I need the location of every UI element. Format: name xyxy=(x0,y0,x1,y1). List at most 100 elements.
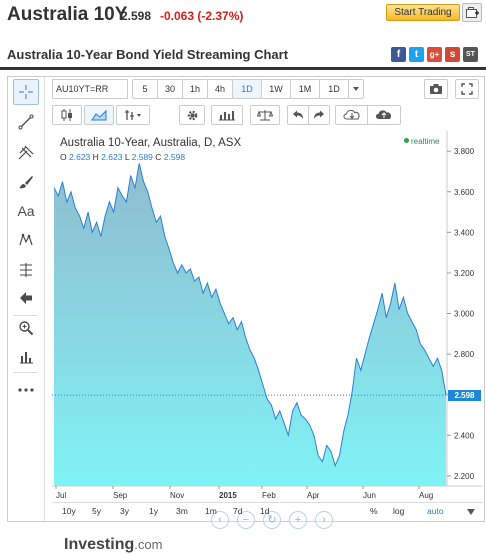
stocktwits-share-button[interactable]: ST xyxy=(463,47,478,62)
interval-1h-button[interactable]: 1h xyxy=(182,79,208,99)
plus-icon: + xyxy=(294,514,302,526)
candlestick-icon xyxy=(61,109,72,121)
snapshot-button[interactable] xyxy=(424,79,448,99)
auto-scale-toggle[interactable]: auto xyxy=(427,506,444,516)
google-plus-share-button[interactable]: g+ xyxy=(427,47,442,62)
pitchfork-icon xyxy=(18,145,34,160)
interval-dropdown-button[interactable]: 1D xyxy=(319,79,349,99)
brush-tool[interactable] xyxy=(13,169,39,195)
start-trading-button[interactable]: Start Trading xyxy=(386,4,460,21)
symbol-search-input[interactable]: AU10YT=RR xyxy=(52,79,128,99)
zoom-out-button[interactable]: − xyxy=(237,511,255,529)
open-value: 2.623 xyxy=(69,152,91,162)
x-tick-label: 2015 xyxy=(219,491,237,500)
crosshair-tool[interactable] xyxy=(13,79,39,105)
candles-style-button[interactable] xyxy=(52,105,82,125)
fib-retracement-tool[interactable] xyxy=(13,257,39,283)
watermark-main: Investing xyxy=(64,536,135,553)
pattern-tool[interactable] xyxy=(13,227,39,253)
high-label: H xyxy=(92,152,99,162)
yield-chart[interactable]: Jul Sep Nov 2015 Feb Apr Jun Aug 3.800 3.600 3.40… xyxy=(52,131,483,501)
bar-chart-icon xyxy=(20,352,33,364)
y-tick-label: 3.200 xyxy=(454,269,475,278)
reset-chart-button[interactable]: ↻ xyxy=(263,511,281,529)
load-chart-button[interactable] xyxy=(335,105,369,125)
interval-1w-button[interactable]: 1W xyxy=(261,79,291,99)
range-1d[interactable]: 1d xyxy=(260,506,270,516)
y-tick-label: 3.600 xyxy=(454,188,475,197)
undo-button[interactable] xyxy=(287,105,309,125)
settings-arrow-icon[interactable] xyxy=(466,508,476,516)
drawing-toolbar: Aa xyxy=(8,77,45,521)
log-scale-toggle[interactable]: log xyxy=(393,506,405,516)
y-tick-label: 3.800 xyxy=(454,147,475,156)
twitter-share-button[interactable]: t xyxy=(409,47,424,62)
range-5y[interactable]: 5y xyxy=(92,506,101,516)
range-7d[interactable]: 7d xyxy=(233,506,243,516)
add-to-portfolio-button[interactable] xyxy=(462,3,482,22)
indicators-button[interactable] xyxy=(211,105,243,125)
toolbar-divider xyxy=(14,315,38,316)
redo-button[interactable] xyxy=(308,105,330,125)
more-tools-button[interactable] xyxy=(13,377,39,403)
fullscreen-button[interactable] xyxy=(455,79,479,99)
cloud-upload-icon xyxy=(375,110,392,119)
price-change: -0.063 (-2.37%) xyxy=(160,9,244,23)
range-1m[interactable]: 1m xyxy=(205,506,217,516)
status-dot-icon xyxy=(404,138,409,143)
series-layer xyxy=(52,163,447,486)
interval-dropdown-toggle[interactable] xyxy=(348,79,364,99)
camera-icon xyxy=(430,84,442,94)
templates-button[interactable] xyxy=(250,105,280,125)
low-value: 2.589 xyxy=(131,152,153,162)
chart-options-toolbar xyxy=(52,105,480,127)
y-tick-label: 2.400 xyxy=(454,431,475,440)
percent-scale-toggle[interactable]: % xyxy=(370,506,378,516)
interval-30-button[interactable]: 30 xyxy=(157,79,183,99)
interval-1d-button[interactable]: 1D xyxy=(232,79,262,99)
y-tick-label: 3.400 xyxy=(454,228,475,237)
instrument-name: Australia 10Y xyxy=(7,4,128,25)
range-1y[interactable]: 1y xyxy=(149,506,158,516)
text-tool[interactable]: Aa xyxy=(13,198,39,224)
x-tick-label: Jul xyxy=(56,491,66,500)
indicators-icon xyxy=(219,111,235,121)
range-3y[interactable]: 3y xyxy=(120,506,129,516)
area-style-button[interactable] xyxy=(84,105,114,125)
trend-line-tool[interactable] xyxy=(13,109,39,135)
x-tick-label: Feb xyxy=(262,491,276,500)
range-3m[interactable]: 3m xyxy=(176,506,188,516)
more-icon xyxy=(18,388,34,392)
realtime-label: realtime xyxy=(411,137,440,146)
interval-5-button[interactable]: 5 xyxy=(132,79,158,99)
chevron-down-icon xyxy=(353,87,359,91)
cloud-download-icon xyxy=(343,109,360,120)
interval-4h-button[interactable]: 4h xyxy=(207,79,233,99)
quote-header: Australia 10Y 2.598 -0.063 (-2.37%) Star… xyxy=(0,0,486,30)
save-chart-button[interactable] xyxy=(367,105,401,125)
facebook-share-button[interactable]: f xyxy=(391,47,406,62)
x-tick-label: Apr xyxy=(307,491,320,500)
ohlc-values: O 2.623 H 2.623 L 2.589 C 2.598 xyxy=(60,152,185,162)
zoom-tool[interactable] xyxy=(13,315,39,341)
chevron-left-icon: ‹ xyxy=(218,514,222,526)
interval-1m-button[interactable]: 1M xyxy=(290,79,320,99)
zoom-in-button[interactable]: + xyxy=(289,511,307,529)
section-title-bar: Australia 10-Year Bond Yield Streaming C… xyxy=(0,40,486,70)
yield-area-fill xyxy=(54,163,446,486)
last-price-tag: 2.598 xyxy=(448,389,481,401)
remove-drawings-tool[interactable] xyxy=(13,285,39,311)
yield-series-line xyxy=(53,163,447,468)
indicators-tool[interactable] xyxy=(13,344,39,370)
email-share-button[interactable]: s xyxy=(445,47,460,62)
x-tick-label: Jun xyxy=(363,491,376,500)
refresh-icon: ↻ xyxy=(267,514,277,526)
chart-area[interactable]: Jul Sep Nov 2015 Feb Apr Jun Aug 3.800 3.600 3.40… xyxy=(52,131,483,553)
range-bar: 10y 5y 3y 1y 3m 1m 7d 1d % log auto xyxy=(52,502,483,520)
chart-widget: Aa xyxy=(7,76,485,553)
close-value: 2.598 xyxy=(163,152,186,162)
settings-button[interactable] xyxy=(179,105,205,125)
compare-button[interactable] xyxy=(116,105,150,125)
pitchfork-tool[interactable] xyxy=(13,139,39,165)
range-10y[interactable]: 10y xyxy=(62,506,76,516)
